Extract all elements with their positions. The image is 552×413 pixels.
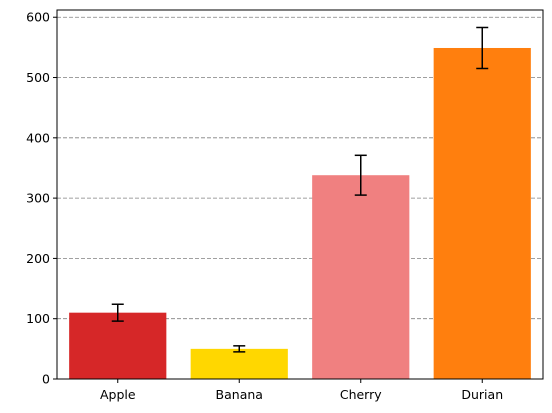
y-tick-label: 0 — [42, 372, 50, 387]
bar-durian — [433, 47, 531, 380]
y-tick-label: 100 — [26, 311, 50, 326]
x-tick-label: Banana — [216, 387, 263, 402]
y-axis-ticks: 0 100 200 300 400 500 600 — [26, 10, 57, 387]
error-bar-apple — [111, 303, 124, 322]
error-bar-durian — [476, 26, 489, 70]
bar-apple — [69, 312, 167, 379]
error-bar-cherry — [354, 154, 367, 196]
error-bar-banana — [233, 345, 246, 353]
bars — [69, 47, 531, 380]
x-tick-label: Apple — [100, 387, 136, 402]
y-tick-label: 500 — [26, 70, 50, 85]
error-bars — [111, 26, 489, 353]
y-tick-label: 300 — [26, 191, 50, 206]
x-tick-label: Durian — [461, 387, 503, 402]
axes-frame — [56, 9, 544, 380]
bar-cherry — [312, 175, 410, 379]
x-tick-label: Cherry — [340, 387, 382, 402]
bar-banana — [190, 348, 288, 379]
y-tick-label: 200 — [26, 251, 50, 266]
x-axis-ticks: Apple Banana Cherry Durian — [100, 379, 503, 402]
y-tick-label: 600 — [26, 10, 50, 25]
y-tick-label: 400 — [26, 130, 50, 145]
